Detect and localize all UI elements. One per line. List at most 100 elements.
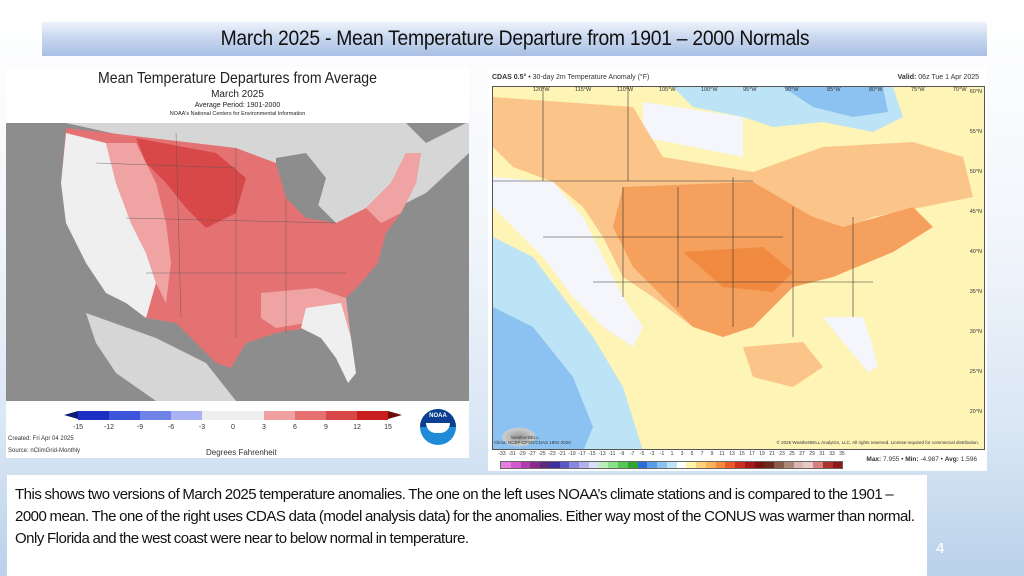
cdas-latitude-label: 60°N: [969, 89, 982, 95]
cdas-north-america-map: 120°W 115°W 110°W 105°W 100°W 95°W 90°W 85°W 80°…: [492, 86, 985, 450]
cdas-valid-value: 06z Tue 1 Apr 2025: [918, 74, 979, 81]
legend-arrow-cold: [64, 411, 78, 419]
cdas-latitude-label: 55°N: [969, 129, 982, 135]
cdas-colorbar-tick-label: -11: [608, 451, 616, 457]
cdas-colorbar-tick-label: 11: [719, 451, 725, 457]
cdas-colorbar-segment: [559, 462, 570, 468]
cdas-map-title: CDAS 0.5° • 30-day 2m Temperature Anomal…: [492, 74, 649, 81]
cdas-longitude-label: 90°W: [785, 87, 799, 93]
cdas-colorbar-segment: [579, 462, 589, 468]
noaa-colorbar-tick-label: -9: [136, 424, 144, 431]
cdas-colorbar-tick-label: 1: [670, 451, 674, 457]
cdas-anomaly-map-panel: CDAS 0.5° • 30-day 2m Temperature Anomal…: [488, 67, 987, 471]
cdas-colorbar-segment: [510, 462, 521, 468]
noaa-colorbar-segment: [295, 411, 326, 420]
noaa-colorbar-tick-label: 12: [353, 424, 361, 431]
cdas-colorbar-segment: [705, 462, 716, 468]
cdas-colorbar-segment: [725, 462, 735, 468]
cdas-colorbar-tick-label: -15: [588, 451, 596, 457]
cdas-colorbar-segment: [549, 462, 560, 468]
cdas-latitude-label: 40°N: [969, 249, 982, 255]
noaa-data-source: Source: nClimGrid-Monthly: [8, 448, 81, 454]
noaa-map-month: March 2025: [211, 89, 264, 100]
cdas-longitude-label: 85°W: [827, 87, 841, 93]
cdas-longitude-label: 80°W: [869, 87, 883, 93]
noaa-colorbar-tick-label: -3: [198, 424, 206, 431]
cdas-longitude-label: 75°W: [911, 87, 925, 93]
cdas-colorbar-tick-label: -1: [659, 451, 665, 457]
cdas-colorbar-tick-label: -13: [598, 451, 606, 457]
noaa-logo: NOAA: [420, 409, 456, 445]
cdas-colorbar-segment: [764, 462, 774, 468]
weatherbell-logo: [501, 427, 537, 447]
cdas-west-coast-neutral: [493, 177, 643, 347]
cdas-longitude-label: 100°W: [701, 87, 718, 93]
cdas-colorbar-tick-label: 13: [729, 451, 735, 457]
west-near-normal: [61, 133, 156, 318]
slide-page-number: 4: [936, 540, 945, 557]
noaa-units-label: Degrees Fahrenheit: [206, 448, 277, 457]
cdas-colorbar-segment: [696, 462, 706, 468]
noaa-colorbar-tick-label: -15: [72, 424, 84, 431]
cdas-colorbar-segment: [686, 462, 696, 468]
conus-mild-northeast: [366, 153, 421, 223]
cdas-latitude-label: 30°N: [969, 329, 982, 335]
weatherbell-logo-text: WeatherBELL: [511, 435, 539, 440]
cdas-colorbar-segment: [793, 462, 804, 468]
cdas-max-label: Max:: [866, 456, 882, 463]
cdas-colorbar-tick-label: -21: [558, 451, 566, 457]
legend-arrow-warm: [388, 411, 402, 419]
cdas-colorbar-tick-label: 23: [779, 451, 785, 457]
cdas-colorbar-tick-label: -9: [619, 451, 625, 457]
west-light-warm: [106, 143, 171, 303]
cdas-colorbar-segment: [666, 462, 677, 468]
noaa-map-title: Mean Temperature Departures from Average: [98, 70, 377, 87]
cdas-boundaries: [493, 87, 873, 337]
cdas-colorbar-tick-label: -29: [518, 451, 526, 457]
cdas-colorbar-segment: [715, 462, 726, 468]
slide-title-bar: March 2025 - Mean Temperature Departure …: [42, 22, 987, 56]
cdas-colorbar-segment: [676, 462, 687, 468]
cdas-cold-hudson: [783, 87, 888, 117]
noaa-colorbar-segment: [357, 411, 388, 420]
cdas-warmest-plains: [683, 247, 793, 292]
cdas-colorbar-segment: [832, 462, 843, 468]
cdas-colorbar-segment: [520, 462, 531, 468]
noaa-colorbar-tick-label: 0: [231, 424, 235, 431]
canada-land: [66, 123, 469, 223]
conus-warmest-region: [136, 138, 246, 228]
cdas-colorbar-tick-label: -5: [639, 451, 645, 457]
cdas-colorbar-tick-label: -31: [508, 451, 516, 457]
cdas-colorbar-tick-label: -17: [578, 451, 586, 457]
cdas-colorbar-tick-label: 21: [769, 451, 775, 457]
cdas-colorbar-tick-label: 17: [749, 451, 755, 457]
cdas-max-value: 7.955: [883, 456, 900, 463]
cdas-gulf-warm: [743, 342, 823, 387]
cdas-stats: Max: 7.955 • Min: -4.987 • Avg: 1.596: [866, 456, 977, 463]
noaa-colorbar-segment: [78, 411, 109, 420]
noaa-colorbar-segment: [109, 411, 140, 420]
cdas-colorbar-tick-label: -27: [528, 451, 536, 457]
noaa-colorbar-segment: [264, 411, 295, 420]
noaa-map-average-period: Average Period: 1901-2000: [194, 102, 281, 109]
noaa-map-legend: -15 -12 -9 -6 -3 0 3 6 9 12 15 Created: Fri Apr 04…: [6, 406, 469, 458]
cdas-valid-label: Valid:: [897, 74, 917, 81]
noaa-anomaly-map-panel: Mean Temperature Departures from Average…: [6, 68, 469, 458]
noaa-colorbar-segment: [233, 411, 264, 420]
great-lakes: [276, 153, 326, 218]
cdas-longitude-label: 70°W: [953, 87, 967, 93]
cdas-avg-value: 1.596: [960, 456, 977, 463]
cdas-colorbar-tick-label: 27: [799, 451, 805, 457]
cdas-latitude-label: 45°N: [969, 209, 982, 215]
mexico-land: [86, 313, 236, 401]
cdas-copyright: © 2025 WeatherBELL Analytics, LLC. All r…: [776, 440, 979, 445]
cdas-colorbar: [500, 461, 843, 469]
cdas-colorbar-segment: [540, 462, 550, 468]
noaa-colorbar-tick-label: 6: [293, 424, 297, 431]
cdas-colorbar-segment: [744, 462, 755, 468]
slide-title: March 2025 - Mean Temperature Departure …: [220, 27, 809, 50]
noaa-colorbar-tick-label: 9: [324, 424, 328, 431]
cdas-climatology-note: Clima: NCEP-CFSR/CDAS 1991-2020: [494, 440, 571, 445]
noaa-colorbar-tick-label: 3: [262, 424, 266, 431]
cdas-colorbar-segment: [735, 462, 745, 468]
